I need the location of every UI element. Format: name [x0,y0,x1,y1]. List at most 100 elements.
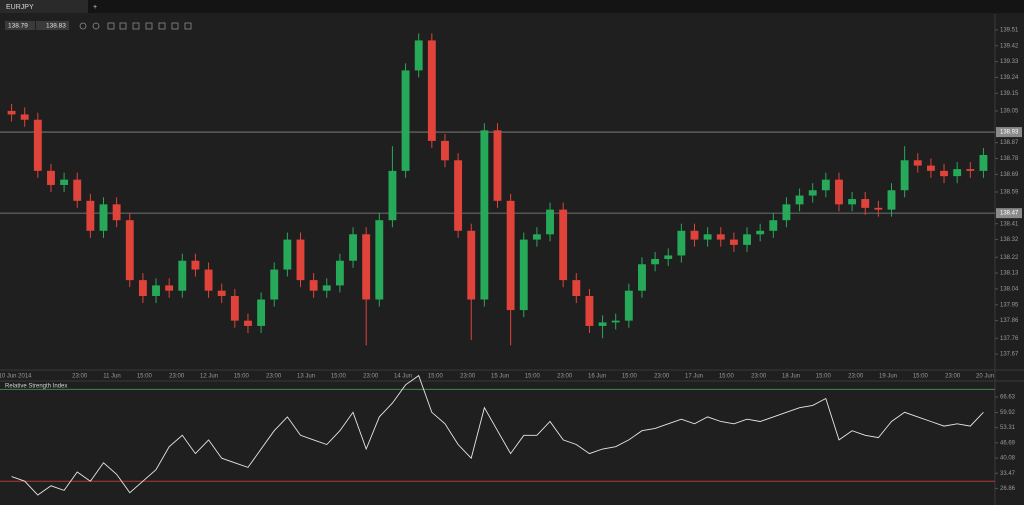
candle-body [716,234,725,240]
candle-body [808,190,817,196]
zoom-out[interactable] [92,22,100,30]
candle-body [283,239,292,270]
candle-body [821,179,830,191]
y-tick-label: 59.92 [1000,410,1016,416]
candle-body [611,320,620,323]
x-tick-label: 23:00 [72,374,88,380]
y-tick-label: 139.33 [1000,59,1019,65]
candle-body [913,160,922,166]
candle-body [532,234,541,240]
candle-body [795,195,804,205]
x-tick-label: 15:00 [234,374,250,380]
candle-body [112,204,121,221]
tool[interactable] [171,22,179,30]
tool[interactable] [184,22,192,30]
bid: 138.79 [8,23,28,30]
tab-title[interactable]: EURJPY [6,4,34,11]
y-tick-label: 33.47 [1000,471,1016,477]
candle-body [940,170,948,177]
tool[interactable] [119,22,127,30]
candle-body [677,230,686,256]
x-tick-label: 18 Jun [782,374,800,380]
x-tick-label: 15 Jun [491,374,509,380]
zoom-in[interactable] [79,22,87,30]
candle-body [414,40,423,71]
candle-body [624,290,633,321]
candle-body [638,264,646,291]
y-tick-label: 138.87 [1000,140,1019,146]
candle-body [335,260,344,286]
add-tab[interactable]: + [93,4,97,11]
candle-body [585,295,594,326]
y-tick-label: 139.24 [1000,75,1019,81]
candle-body [441,140,449,161]
x-tick-label: 23:00 [460,374,476,380]
candle-body [309,280,318,291]
candle-body [559,209,568,281]
candle-body [519,239,528,311]
x-tick-label: 17 Jun [685,374,703,380]
candle-body [782,204,791,221]
x-tick-label: 15:00 [137,374,153,380]
y-tick-label: 138.04 [1000,287,1019,293]
y-tick-label: 139.51 [1000,27,1019,33]
y-tick-label: 138.59 [1000,190,1019,196]
y-tick-label: 40.08 [1000,456,1016,462]
x-tick-label: 15:00 [428,374,444,380]
ask-box[interactable] [36,21,69,30]
x-tick-label: 14 Jun [394,374,412,380]
y-tick-label: 137.86 [1000,318,1019,324]
candle-body [33,119,42,171]
candle-body [467,230,476,300]
x-tick-label: 23:00 [266,374,282,380]
candle-body [703,234,712,240]
x-tick-label: 19 Jun [879,374,897,380]
candle-body [900,160,909,191]
toolbar [79,22,192,30]
y-tick-label: 138.22 [1000,255,1019,261]
indicator-title: Relative Strength Index [5,384,67,390]
x-tick-label: 23:00 [557,374,573,380]
tool[interactable] [158,22,166,30]
candle-body [296,239,305,281]
tool[interactable] [107,22,115,30]
candle-body [349,234,357,261]
bid-box[interactable] [5,21,35,30]
x-tick-label: 23:00 [169,374,185,380]
x-tick-label: 23:00 [654,374,670,380]
candle-body [743,234,751,245]
x-tick-label: 23:00 [848,374,864,380]
candle-body [493,130,502,201]
candle-body [99,204,108,231]
tool[interactable] [132,22,140,30]
candle-body [861,199,870,208]
candle-body [138,280,147,296]
x-tick-label: 15:00 [816,374,832,380]
y-tick-label: 137.95 [1000,302,1019,308]
tab-bar [0,0,1024,13]
candle-body [546,209,554,235]
x-tick-label: 15:00 [331,374,347,380]
rsi-line [11,374,984,496]
candle-body [152,285,160,296]
candle-body [388,170,397,221]
x-tick-label: 23:00 [751,374,767,380]
x-tick-label: 15:00 [525,374,541,380]
candle-body [480,130,489,300]
candle-body [454,160,463,231]
candle-body [887,190,896,210]
x-tick-label: 23:00 [945,374,961,380]
candle-body [729,239,738,245]
y-tick-label: 139.05 [1000,109,1019,115]
tool[interactable] [145,22,153,30]
candle-body [835,179,843,205]
y-tick-label: 137.67 [1000,352,1019,358]
price-label: 138.93 [1000,130,1019,136]
candle-body [664,255,673,259]
y-tick-label: 137.76 [1000,336,1019,342]
candle-body [979,154,988,171]
candle-body [598,322,607,326]
tab[interactable] [0,0,88,13]
ask: 138.83 [46,23,66,30]
price-label-box [996,127,1022,138]
